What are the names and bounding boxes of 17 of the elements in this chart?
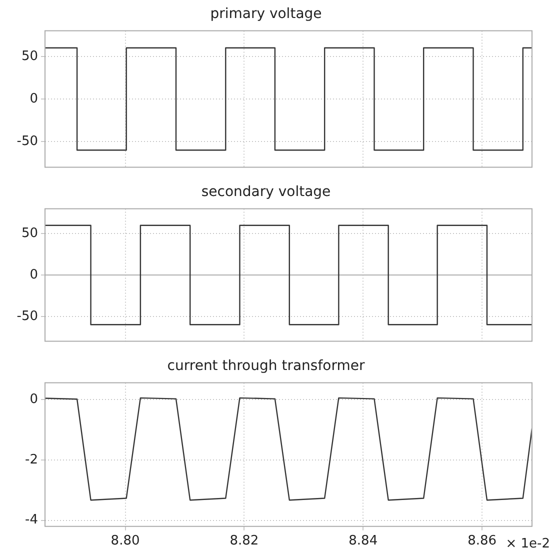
y-tick-label: 0 xyxy=(30,392,38,407)
chart-title: primary voltage xyxy=(210,6,322,22)
x-tick-label: 8.80 xyxy=(110,534,140,549)
y-tick-label: 0 xyxy=(30,267,38,282)
x-tick-label: 8.86 xyxy=(468,534,497,549)
y-tick-label: -50 xyxy=(16,308,38,324)
y-tick-label: -50 xyxy=(16,134,38,149)
y-tick-label: 50 xyxy=(21,48,38,64)
chart-title: current through transformer xyxy=(167,358,365,374)
y-tick-label: 50 xyxy=(21,226,38,241)
x-tick-label: 8.84 xyxy=(348,534,378,549)
y-tick-label: -2 xyxy=(25,452,38,468)
y-tick-label: 0 xyxy=(30,91,38,106)
y-tick-label: -4 xyxy=(25,512,38,528)
x-axis-title: × 1e-2 xyxy=(506,536,550,552)
chart-title: secondary voltage xyxy=(201,184,331,200)
x-tick-label: 8.82 xyxy=(230,534,259,549)
